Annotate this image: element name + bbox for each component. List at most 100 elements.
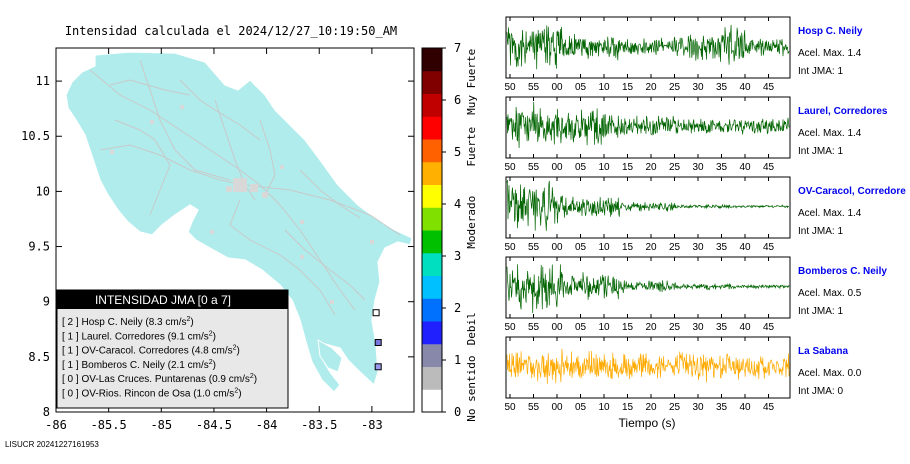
waveform-tick-label: 00 [551,162,563,173]
legend-item: [ 0 ] OV-Las Cruces. Puntarenas (0.9 cm/… [62,373,257,385]
legend-item-jma: [ 1 ] [62,346,79,357]
colorbar-tick-label: 7 [454,41,461,55]
station-marker [374,339,382,347]
colorbar-segment [422,184,442,208]
map-xtick-label: -85 [150,418,172,432]
waveform-tick-label: 55 [528,402,540,413]
waveform-tick-label: 45 [763,162,775,173]
station-name: La Sabana [798,346,848,357]
station-jma: Int JMA: 1 [798,226,843,237]
waveform-tick-label: 10 [598,242,610,253]
colorbar-segment [422,70,442,94]
waveform-tick-label: 25 [669,162,681,173]
colorbar-segment [422,275,442,299]
colorbar-category-label: No sentido [465,355,478,421]
legend-item-jma: [ 0 ] [62,389,79,400]
map-axes: -86 -85.5 -85 -84.5 -84 -83.5 -83 11 10.5 10 9.5 9 8… [21,48,414,432]
legend-item-acc: (4.8 cm/s [192,346,233,357]
legend-item-name: OV-Las Cruces. Puntarenas [81,374,206,385]
station-max-acc: Acel. Max. 1.4 [798,128,862,139]
waveform-tick-label: 50 [504,322,516,333]
time-axis-label: Tiempo (s) [619,416,676,430]
waveform-tick-label: 35 [716,242,728,253]
waveform-tick-label: 05 [575,242,587,253]
waveform-panel: 50 55 00 05 10 15 20 25 30 35 40 45 Laurel, Corredor… [504,96,888,173]
waveform-tick-label: 15 [622,242,634,253]
waveform-tick-label: 25 [669,322,681,333]
waveform-trace [506,180,790,231]
waveform-trace [506,101,790,149]
waveform-tick-label: 45 [763,322,775,333]
colorbar-segment [422,230,442,254]
legend-item-jma: [ 1 ] [62,331,79,342]
legend-header [57,290,288,309]
waveform-trace [506,24,790,70]
waveform-tick-label: 55 [528,242,540,253]
map-ytick-label: 8.5 [28,350,50,364]
waveform-tick-label: 50 [504,82,516,93]
legend-item-name: Laurel. Corredores [81,331,164,342]
colorbar-segment [422,48,442,72]
station-name: Hosp C. Neily [798,26,863,37]
colorbar-category-label: Moderado [465,196,478,249]
legend-item-name: OV-Caracol. Corredores [81,346,188,357]
waveform-tick-label: 25 [669,402,681,413]
city-markers [110,105,374,304]
waveform-tick-label: 30 [692,82,704,93]
legend-item-name: Hosp C. Neily [81,317,142,328]
waveform-tick-label: 45 [763,82,775,93]
station-marker [374,363,382,371]
footer-id: LISUCR 20241227161953 [5,440,99,449]
colorbar-segment [422,207,442,231]
waveform-tick-label: 00 [551,82,563,93]
colorbar-category-label: Muy Fuerte [465,49,478,115]
waveform-tick-label: 35 [716,162,728,173]
waveform-tick-label: 55 [528,162,540,173]
intensity-legend: INTENSIDAD JMA [0 a 7] [ 2 ] Hosp C. Nei… [56,289,289,409]
legend-item: [ 1 ] OV-Caracol. Corredores (4.8 cm/s2) [62,345,240,357]
legend-item-acc: (1.0 cm/s [193,389,234,400]
station-marker [372,309,380,317]
waveform-tick-label: 10 [598,402,610,413]
waveform-tick-label: 30 [692,322,704,333]
waveform-tick-label: 30 [692,242,704,253]
station-name: OV-Caracol, Corredore [798,186,906,197]
waveform-tick-label: 05 [575,162,587,173]
map-xtick-label: -84 [256,418,278,432]
legend-item: [ 0 ] OV-Rios. Rincon de Osa (1.0 cm/s2) [62,388,242,400]
waveform-tick-label: 35 [716,322,728,333]
waveform-tick-label: 45 [763,402,775,413]
legend-item-acc: (8.3 cm/s [145,317,186,328]
waveform-tick-label: 50 [504,162,516,173]
station-markers [372,309,382,371]
waveform-tick-label: 10 [598,322,610,333]
station-jma: Int JMA: 1 [798,66,843,77]
waveform-tick-label: 15 [622,162,634,173]
colorbar-segment [422,366,442,390]
waveform-tick-label: 55 [528,322,540,333]
map-xtick-label: -83.5 [301,418,337,432]
legend-item-acc: (0.9 cm/s [209,374,250,385]
waveform-tick-label: 15 [622,322,634,333]
colorbar-tick-label: 0 [454,405,461,419]
station-name: Bomberos C. Neily [798,266,887,277]
legend-item-sup: 2 [187,316,191,323]
legend-item-jma: [ 0 ] [62,374,79,385]
waveform-tick-label: 30 [692,162,704,173]
legend-item-sup: 2 [234,388,238,395]
colorbar-tick-label: 4 [454,197,461,211]
station-jma: Int JMA: 1 [798,306,843,317]
waveform-trace [506,348,790,385]
colorbar-segment [422,93,442,117]
waveform-tick-label: 20 [645,322,657,333]
waveform-tick-label: 20 [645,242,657,253]
legend-item: [ 1 ] Laurel. Corredores (9.1 cm/s2) [62,330,216,342]
colorbar-tick-label: 5 [454,145,461,159]
waveform-tick-label: 05 [575,82,587,93]
waveform-tick-label: 50 [504,242,516,253]
waveform-tick-label: 10 [598,162,610,173]
map-ytick-label: 8 [43,405,50,419]
legend-item-name: Bomberos C. Neily [81,360,164,371]
legend-item-jma: [ 1 ] [62,360,79,371]
